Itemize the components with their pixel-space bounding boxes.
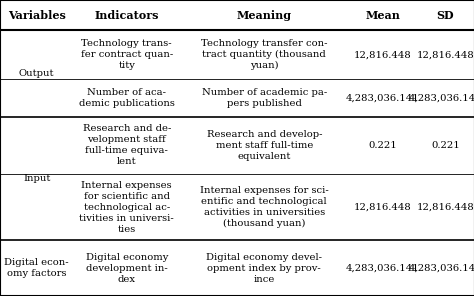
- Text: 0.221: 0.221: [368, 141, 397, 150]
- Text: 12,816.448: 12,816.448: [354, 203, 411, 212]
- Text: Number of academic pa-
pers published: Number of academic pa- pers published: [201, 88, 327, 108]
- Text: SD: SD: [437, 10, 455, 21]
- Text: Input: Input: [23, 174, 50, 183]
- Text: Output: Output: [19, 69, 55, 78]
- Text: 4,283,036.141: 4,283,036.141: [346, 264, 419, 273]
- Text: Research and develop-
ment staff full-time
equivalent: Research and develop- ment staff full-ti…: [207, 130, 322, 161]
- Text: Internal expenses for sci-
entific and technological
activities in universities
: Internal expenses for sci- entific and t…: [200, 186, 328, 229]
- Text: Mean: Mean: [365, 10, 400, 21]
- Text: Digital economy
development in-
dex: Digital economy development in- dex: [86, 252, 168, 284]
- Text: 4,283,036.141: 4,283,036.141: [346, 93, 419, 102]
- Text: Variables: Variables: [8, 10, 66, 21]
- Text: Number of aca-
demic publications: Number of aca- demic publications: [79, 88, 175, 108]
- Text: Digital economy devel-
opment index by prov-
ince: Digital economy devel- opment index by p…: [206, 252, 322, 284]
- Text: 4,283,036.141: 4,283,036.141: [409, 264, 474, 273]
- Text: Technology trans-
fer contract quan-
tity: Technology trans- fer contract quan- tit…: [81, 39, 173, 70]
- Text: 4,283,036.141: 4,283,036.141: [409, 93, 474, 102]
- Text: 12,816.448: 12,816.448: [354, 50, 411, 59]
- Text: 12,816.448: 12,816.448: [417, 50, 474, 59]
- Text: 12,816.448: 12,816.448: [417, 203, 474, 212]
- Text: Digital econ-
omy factors: Digital econ- omy factors: [4, 258, 69, 278]
- Text: Research and de-
velopment staff
full-time equiva-
lent: Research and de- velopment staff full-ti…: [82, 124, 171, 166]
- Text: Internal expenses
for scientific and
technological ac-
tivities in universi-
tie: Internal expenses for scientific and tec…: [80, 181, 174, 234]
- Text: Technology transfer con-
tract quantity (thousand
yuan): Technology transfer con- tract quantity …: [201, 39, 328, 70]
- Text: 0.221: 0.221: [431, 141, 460, 150]
- Text: Meaning: Meaning: [237, 10, 292, 21]
- Text: Indicators: Indicators: [94, 10, 159, 21]
